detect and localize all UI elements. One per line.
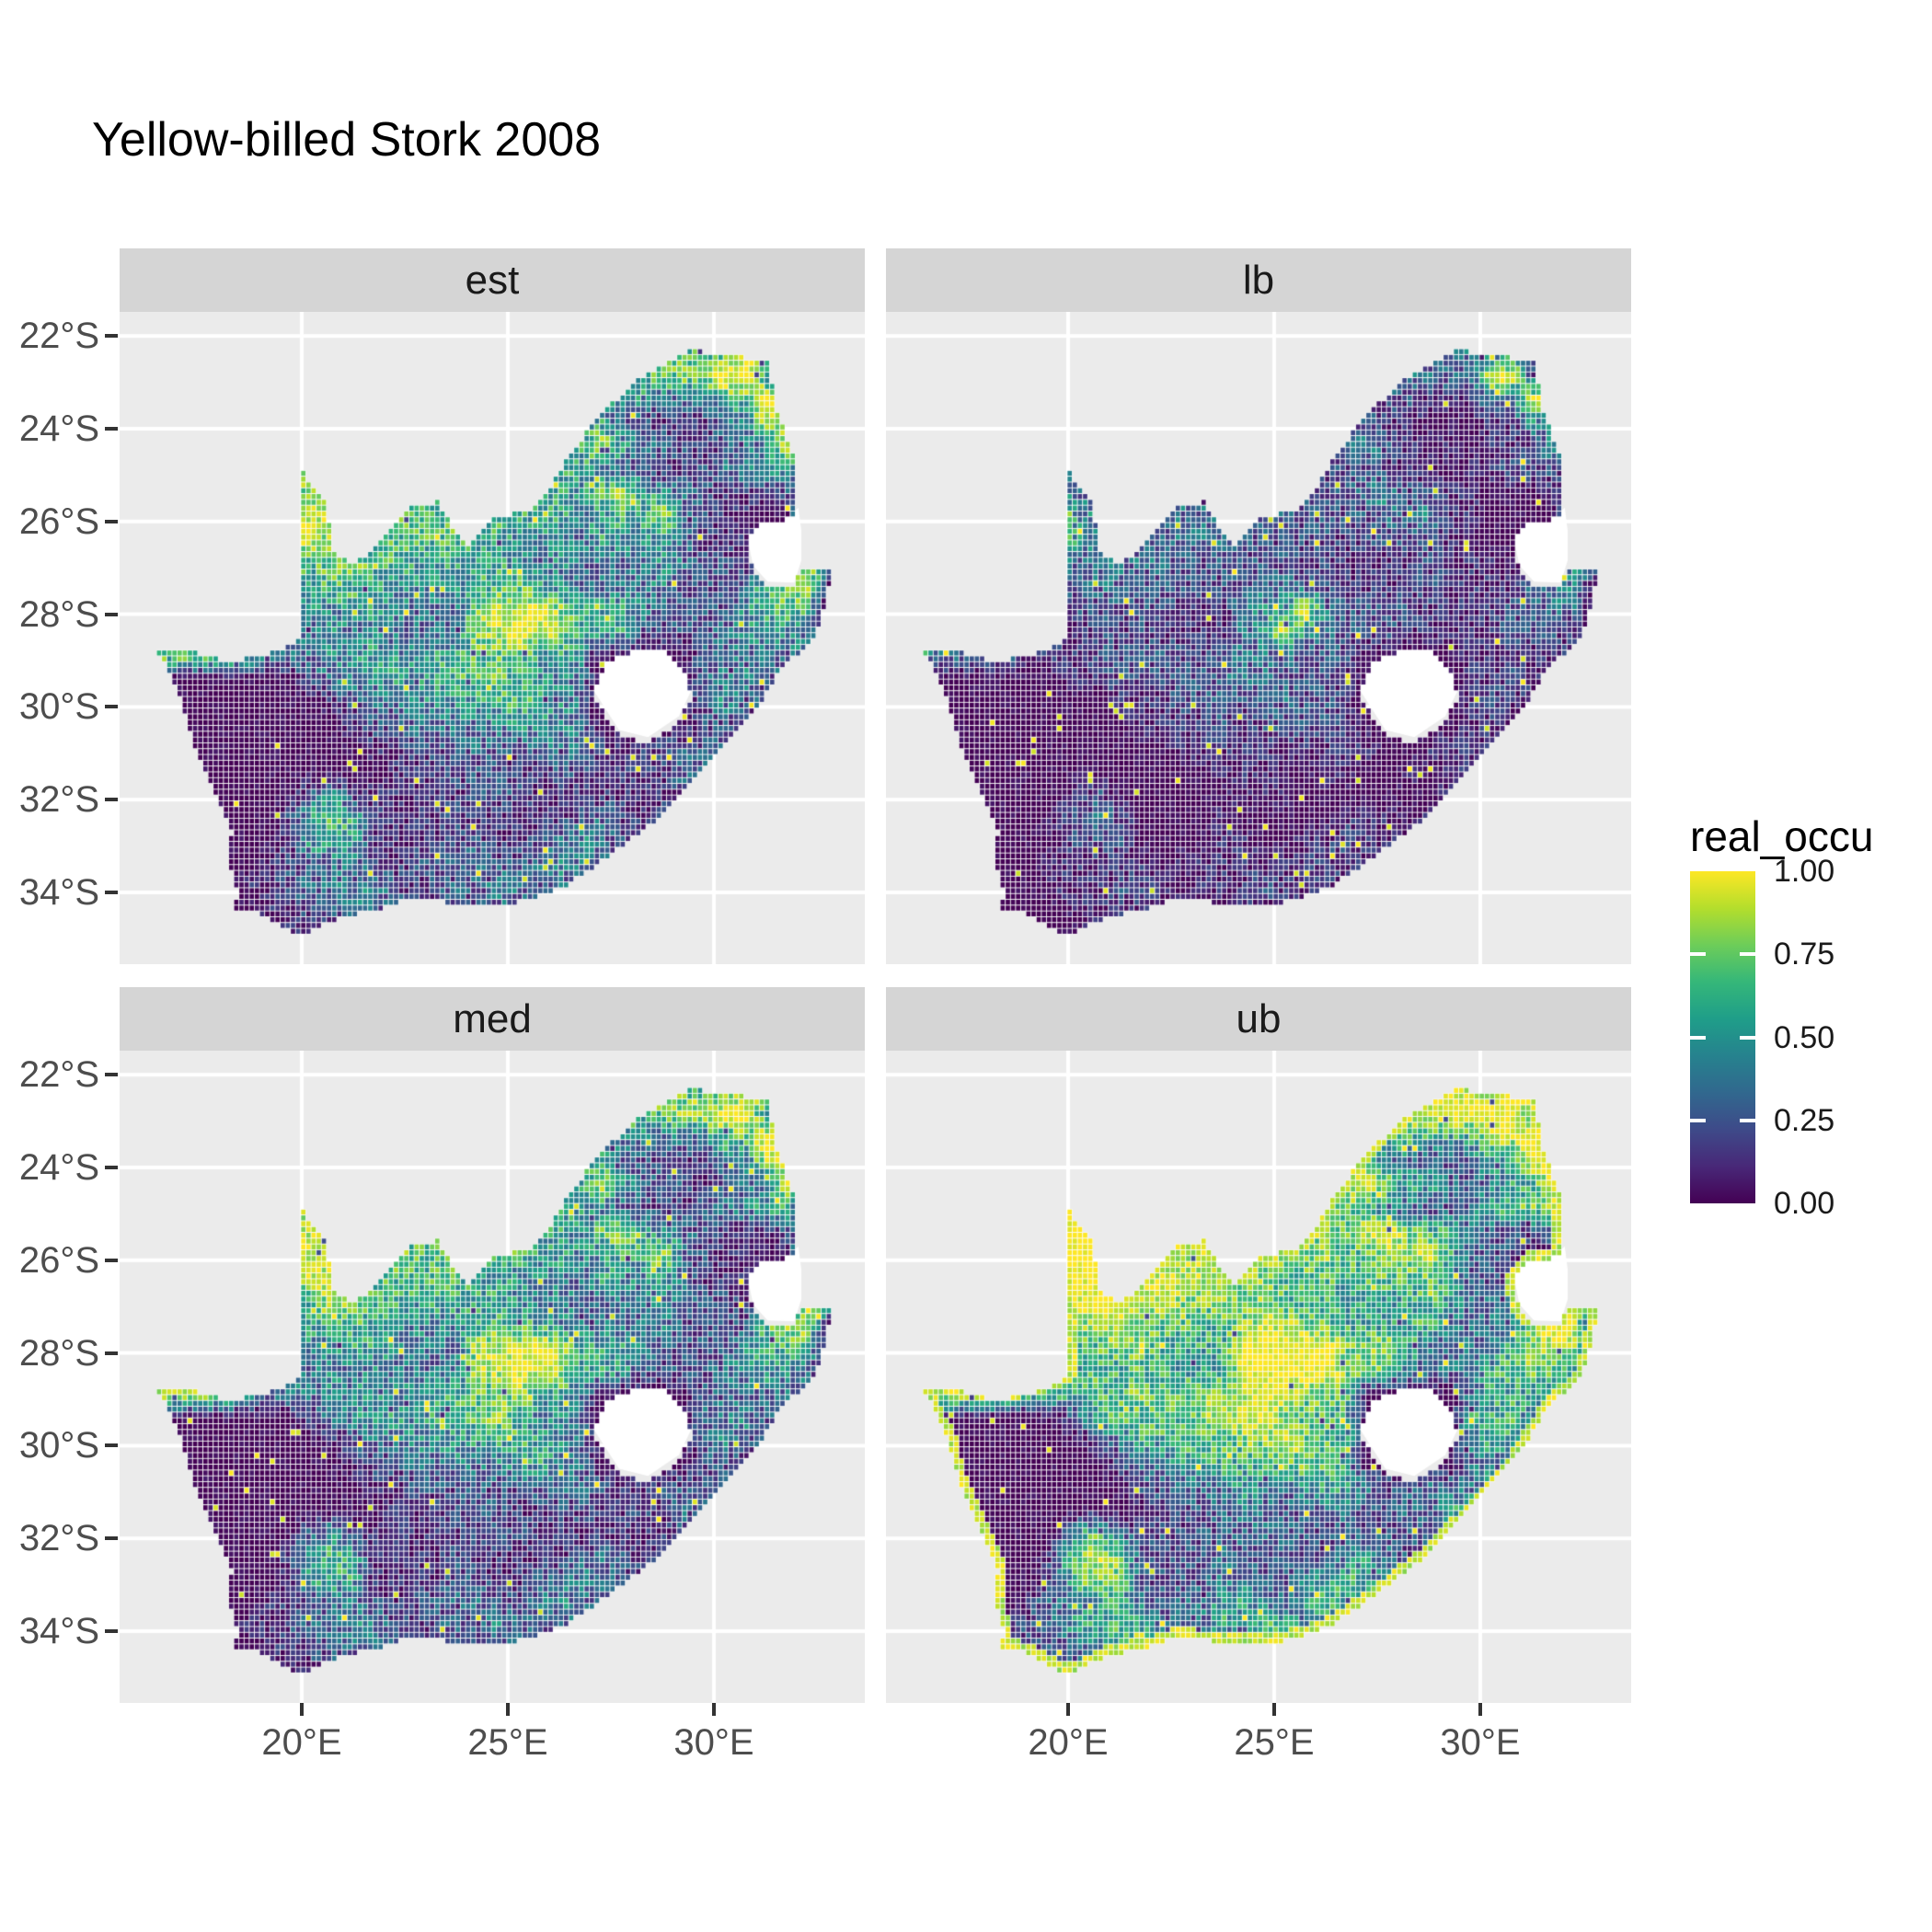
facet-strip-label-med: med	[453, 995, 532, 1041]
y-axis-tick-label: 28°S	[18, 593, 99, 635]
y-tick-mark	[105, 705, 118, 709]
x-tick-mark	[506, 1703, 511, 1716]
plot-title: Yellow-billed Stork 2008	[92, 113, 602, 167]
map-canvas-est	[120, 312, 865, 964]
y-tick-mark	[105, 1443, 118, 1448]
y-tick-mark	[105, 1258, 118, 1262]
legend-bar-tick	[1740, 952, 1755, 957]
x-tick-mark	[712, 1703, 717, 1716]
y-axis-tick-label: 24°S	[18, 408, 99, 449]
legend-tick-label: 0.00	[1774, 1186, 1835, 1221]
y-tick-mark	[105, 334, 118, 339]
legend-bar-tick	[1690, 952, 1706, 957]
x-tick-mark	[1272, 1703, 1277, 1716]
x-axis-tick-label: 20°E	[1028, 1722, 1109, 1763]
y-tick-mark	[105, 1536, 118, 1541]
facet-strip-est: est	[120, 248, 865, 312]
facet-strip-med: med	[120, 987, 865, 1051]
y-axis-tick-label: 28°S	[18, 1332, 99, 1374]
legend-tick-label: 0.25	[1774, 1102, 1835, 1138]
map-canvas-med	[120, 1051, 865, 1703]
legend-bar-tick	[1740, 1118, 1755, 1122]
map-canvas-ub	[886, 1051, 1631, 1703]
y-tick-mark	[105, 891, 118, 894]
legend-bar-tick	[1740, 1035, 1755, 1040]
legend-tick-label: 0.75	[1774, 937, 1835, 972]
y-tick-mark	[105, 1166, 118, 1169]
y-axis-tick-label: 32°S	[18, 779, 99, 821]
x-axis-tick-label: 30°E	[673, 1722, 754, 1763]
legend-tick-label: 0.50	[1774, 1019, 1835, 1055]
legend-bar-tick	[1690, 1118, 1706, 1122]
x-tick-mark	[1478, 1703, 1483, 1716]
x-axis-tick-label: 25°E	[467, 1722, 548, 1763]
facet-strip-lb: lb	[886, 248, 1631, 312]
y-axis-tick-label: 22°S	[18, 1054, 99, 1096]
y-tick-mark	[105, 798, 118, 802]
facet-strip-ub: ub	[886, 987, 1631, 1051]
y-axis-tick-label: 34°S	[18, 872, 99, 913]
y-tick-mark	[105, 427, 118, 431]
x-axis-tick-label: 30°E	[1440, 1722, 1521, 1763]
y-axis-tick-label: 30°S	[18, 1425, 99, 1466]
x-tick-mark	[300, 1703, 305, 1716]
map-canvas-lb	[886, 312, 1631, 964]
legend-title: real_occu	[1690, 812, 1874, 860]
y-axis-tick-label: 26°S	[18, 1239, 99, 1281]
y-axis-tick-label: 34°S	[18, 1611, 99, 1651]
y-tick-mark	[105, 519, 118, 523]
y-tick-mark	[105, 1351, 118, 1355]
y-tick-mark	[105, 1073, 118, 1077]
facet-strip-label-lb: lb	[1242, 257, 1275, 303]
x-axis-tick-label: 25°E	[1234, 1722, 1315, 1763]
y-axis-tick-label: 32°S	[18, 1518, 99, 1559]
y-axis-tick-label: 26°S	[18, 500, 99, 542]
x-tick-mark	[1066, 1703, 1071, 1716]
y-tick-mark	[105, 1629, 118, 1633]
x-axis-tick-label: 20°E	[261, 1722, 342, 1763]
facet-strip-label-ub: ub	[1236, 995, 1282, 1041]
legend-tick-label: 1.00	[1774, 854, 1835, 889]
y-axis-tick-label: 24°S	[18, 1147, 99, 1188]
legend-bar-tick	[1690, 1035, 1706, 1040]
facet-strip-label-est: est	[465, 257, 520, 303]
y-tick-mark	[105, 612, 118, 616]
y-axis-tick-label: 22°S	[18, 316, 99, 357]
y-axis-tick-label: 30°S	[18, 686, 99, 728]
